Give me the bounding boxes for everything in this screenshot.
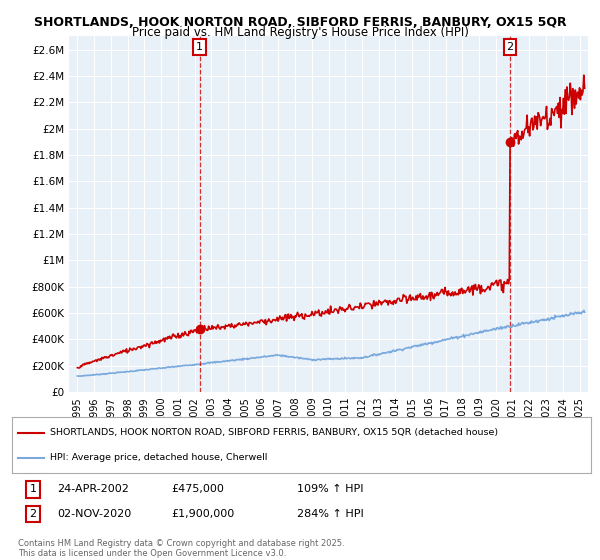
Text: 2: 2 <box>29 509 37 519</box>
Text: Contains HM Land Registry data © Crown copyright and database right 2025.
This d: Contains HM Land Registry data © Crown c… <box>18 539 344 558</box>
Text: HPI: Average price, detached house, Cherwell: HPI: Average price, detached house, Cher… <box>50 453 267 462</box>
Text: 109% ↑ HPI: 109% ↑ HPI <box>297 484 364 494</box>
Text: Price paid vs. HM Land Registry's House Price Index (HPI): Price paid vs. HM Land Registry's House … <box>131 26 469 39</box>
Text: £475,000: £475,000 <box>171 484 224 494</box>
Text: £1,900,000: £1,900,000 <box>171 509 234 519</box>
Text: 1: 1 <box>196 42 203 52</box>
Text: 284% ↑ HPI: 284% ↑ HPI <box>297 509 364 519</box>
Text: 1: 1 <box>29 484 37 494</box>
Text: 2: 2 <box>506 42 514 52</box>
Text: SHORTLANDS, HOOK NORTON ROAD, SIBFORD FERRIS, BANBURY, OX15 5QR: SHORTLANDS, HOOK NORTON ROAD, SIBFORD FE… <box>34 16 566 29</box>
Text: 24-APR-2002: 24-APR-2002 <box>57 484 129 494</box>
Text: SHORTLANDS, HOOK NORTON ROAD, SIBFORD FERRIS, BANBURY, OX15 5QR (detached house): SHORTLANDS, HOOK NORTON ROAD, SIBFORD FE… <box>50 428 498 437</box>
Text: 02-NOV-2020: 02-NOV-2020 <box>57 509 131 519</box>
